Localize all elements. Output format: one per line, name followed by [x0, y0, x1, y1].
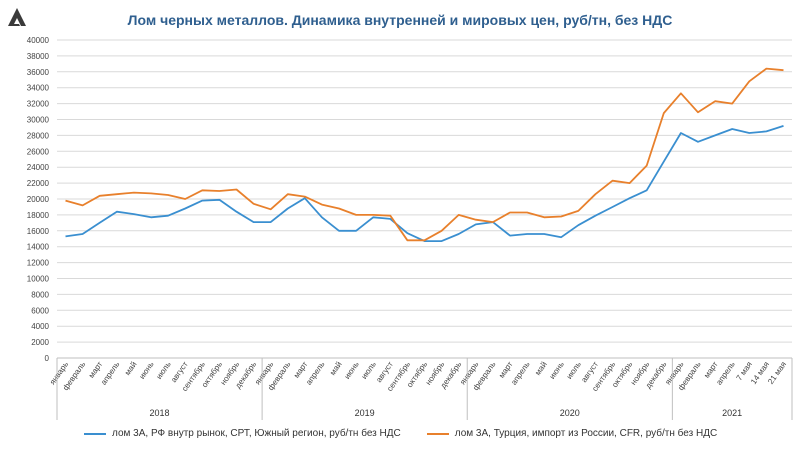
y-tick-label: 30000	[27, 116, 50, 125]
chart-legend: лом 3А, РФ внутр рынок, СРТ, Южный регио…	[84, 428, 717, 439]
x-tick-label: май	[123, 360, 139, 377]
y-tick-label: 36000	[27, 68, 50, 77]
y-tick-label: 18000	[27, 211, 50, 220]
y-tick-label: 22000	[27, 179, 50, 188]
year-group-label: 2021	[722, 408, 742, 418]
y-tick-label: 26000	[27, 147, 50, 156]
series-line-turkey	[65, 67, 784, 242]
y-tick-label: 14000	[27, 243, 50, 252]
y-tick-label: 20000	[27, 195, 50, 204]
legend-label-domestic: лом 3А, РФ внутр рынок, СРТ, Южный регио…	[112, 428, 401, 439]
legend-swatch-domestic	[84, 432, 106, 435]
chart-title: Лом черных металлов. Динамика внутренней…	[127, 12, 673, 28]
x-tick-label: июнь	[137, 360, 155, 381]
y-tick-label: 28000	[27, 131, 50, 140]
brand-logo-icon	[8, 8, 26, 26]
legend-item-turkey: лом 3А, Турция, импорт из России, CFR, р…	[426, 428, 718, 439]
y-tick-label: 10000	[27, 275, 50, 284]
y-tick-label: 40000	[27, 36, 50, 45]
y-tick-label: 16000	[27, 227, 50, 236]
x-tick-label: 21 мая	[766, 360, 788, 386]
y-tick-label: 24000	[27, 163, 50, 172]
x-tick-label: май	[328, 360, 344, 377]
year-group-label: 2018	[150, 408, 170, 418]
y-tick-label: 4000	[31, 322, 49, 331]
legend-swatch-turkey	[426, 432, 449, 435]
year-group-label: 2020	[560, 408, 580, 418]
y-tick-label: 34000	[27, 84, 50, 93]
y-tick-label: 6000	[31, 306, 49, 315]
x-tick-label: май	[533, 360, 549, 377]
legend-label-turkey: лом 3А, Турция, импорт из России, CFR, р…	[454, 428, 718, 439]
y-tick-label: 12000	[27, 259, 50, 268]
y-tick-label: 38000	[27, 52, 50, 61]
year-group-label: 2019	[355, 408, 375, 418]
y-tick-label: 2000	[31, 338, 49, 347]
x-tick-label: июнь	[548, 360, 566, 381]
legend-item-domestic: лом 3А, РФ внутр рынок, СРТ, Южный регио…	[84, 428, 401, 439]
x-tick-label: июнь	[342, 360, 360, 381]
y-tick-label: 32000	[27, 100, 50, 109]
y-tick-label: 0	[45, 354, 50, 363]
y-tick-label: 8000	[31, 290, 49, 299]
